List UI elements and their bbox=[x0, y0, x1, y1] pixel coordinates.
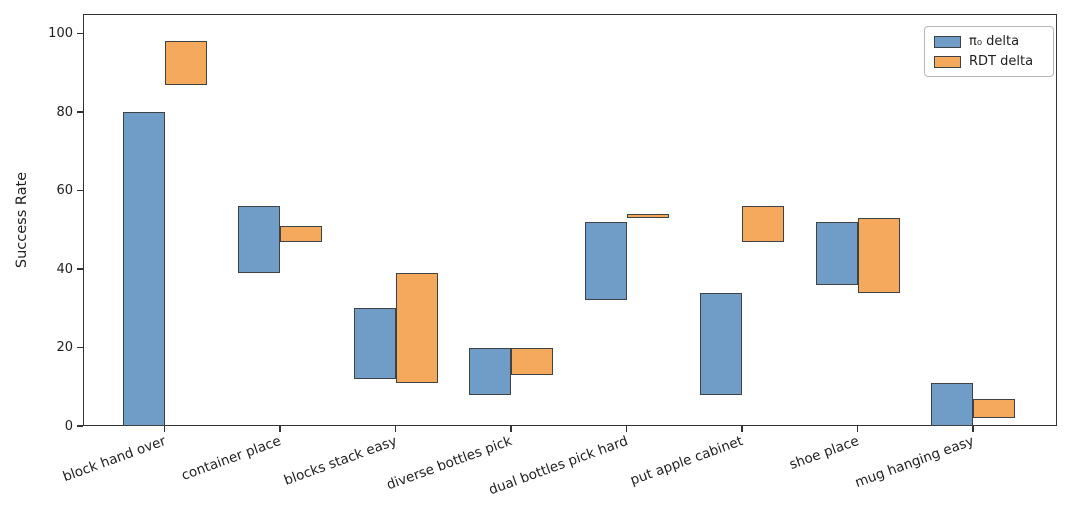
x-tick-label-blocks-stack-easy: blocks stack easy bbox=[281, 433, 399, 489]
y-tick-label-40: 40 bbox=[56, 261, 73, 277]
x-tick-label-container-place: container place bbox=[179, 433, 284, 484]
x-tick-label-put-apple-cabinet: put apple cabinet bbox=[628, 433, 746, 489]
legend: π₀ delta RDT delta bbox=[924, 26, 1054, 77]
x-tick-mark-blocks-stack-easy bbox=[394, 426, 397, 432]
legend-swatch-icon bbox=[934, 35, 961, 48]
bar-rdt-delta-blocks-stack-easy bbox=[395, 272, 438, 383]
bar-rdt-delta-block-hand-over bbox=[164, 41, 207, 85]
y-tick-mark-100 bbox=[77, 32, 83, 35]
y-tick-mark-0 bbox=[77, 425, 83, 427]
x-tick-mark-dual-bottles-pick-hard bbox=[625, 426, 628, 432]
y-axis-label: Success Rate bbox=[14, 171, 30, 269]
bar-delta-block-hand-over bbox=[122, 112, 165, 426]
bar-rdt-delta-diverse-bottles-pick bbox=[511, 347, 553, 375]
y-tick-label-100: 100 bbox=[48, 26, 73, 42]
bar-rdt-delta-dual-bottles-pick-hard bbox=[626, 214, 669, 219]
bar-delta-mug-hanging-easy bbox=[931, 382, 973, 426]
y-tick-mark-60 bbox=[77, 189, 83, 192]
y-tick-label-20: 20 bbox=[56, 340, 73, 356]
bar-rdt-delta-put-apple-cabinet bbox=[742, 206, 784, 242]
plot-area bbox=[83, 14, 1057, 426]
bar-rdt-delta-shoe-place bbox=[857, 218, 900, 293]
y-tick-label-0: 0 bbox=[64, 418, 73, 434]
x-tick-mark-shoe-place bbox=[856, 426, 859, 432]
bar-delta-shoe-place bbox=[815, 221, 858, 285]
x-tick-label-mug-hanging-easy: mug hanging easy bbox=[852, 433, 977, 491]
x-tick-label-shoe-place: shoe place bbox=[786, 433, 861, 473]
x-tick-label-dual-bottles-pick-hard: dual bottles pick hard bbox=[486, 433, 630, 499]
x-tick-mark-container-place bbox=[279, 426, 281, 432]
legend-label: π₀ delta bbox=[969, 34, 1020, 49]
bar-rdt-delta-mug-hanging-easy bbox=[973, 398, 1015, 419]
legend-swatch-icon bbox=[934, 55, 961, 68]
bar-delta-container-place bbox=[238, 206, 280, 273]
legend-label: RDT delta bbox=[969, 54, 1034, 69]
y-tick-label-60: 60 bbox=[56, 183, 73, 199]
y-tick-mark-40 bbox=[77, 268, 83, 270]
bar-delta-diverse-bottles-pick bbox=[469, 347, 511, 395]
y-tick-mark-20 bbox=[77, 346, 83, 349]
x-tick-mark-block-hand-over bbox=[163, 426, 166, 432]
x-tick-mark-mug-hanging-easy bbox=[972, 426, 974, 432]
legend-item-delta: π₀ delta bbox=[934, 34, 1043, 49]
x-tick-mark-put-apple-cabinet bbox=[741, 426, 743, 432]
x-tick-mark-diverse-bottles-pick bbox=[510, 426, 512, 432]
bar-delta-put-apple-cabinet bbox=[700, 292, 742, 395]
bar-rdt-delta-container-place bbox=[280, 225, 322, 242]
x-tick-label-diverse-bottles-pick: diverse bottles pick bbox=[384, 433, 515, 494]
y-tick-mark-80 bbox=[77, 111, 83, 113]
y-tick-label-80: 80 bbox=[56, 104, 73, 120]
bar-delta-dual-bottles-pick-hard bbox=[584, 221, 627, 301]
legend-item-rdt-delta: RDT delta bbox=[934, 54, 1043, 69]
bar-delta-blocks-stack-easy bbox=[353, 308, 396, 379]
